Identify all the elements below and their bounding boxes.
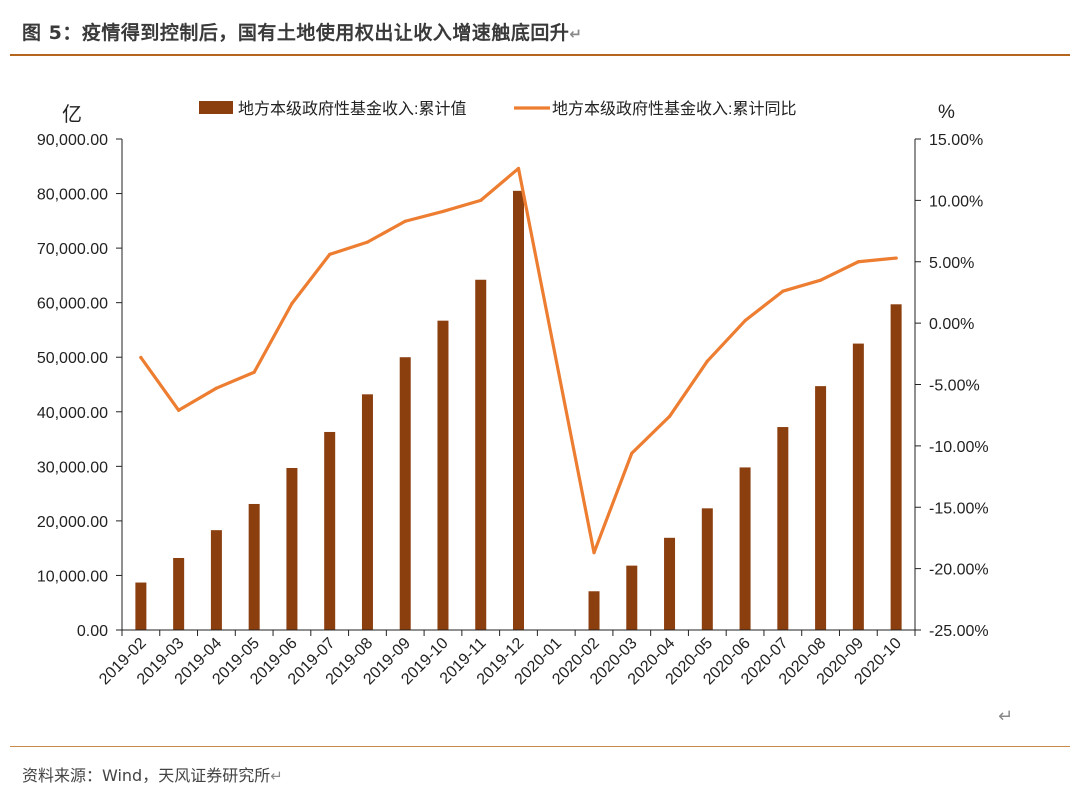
figure-title: 图 5：疫情得到控制后，国有土地使用权出让收入增速触底回升↵ — [22, 22, 583, 44]
bar-2019-02 — [135, 582, 147, 630]
source-rule — [10, 746, 1070, 747]
line-point-2019-08 — [365, 240, 370, 244]
bar-2019-04 — [210, 530, 222, 630]
left-axis-unit: 亿 — [62, 103, 82, 126]
bar-2019-11 — [475, 279, 487, 630]
line-point-2019-09 — [403, 219, 407, 223]
line-point-2020-02 — [592, 551, 596, 555]
line-point-2020-05 — [705, 359, 709, 363]
line-series — [139, 166, 898, 555]
bar-2020-05 — [701, 508, 713, 630]
line-point-2019-12 — [516, 166, 521, 171]
right-tick-label: -5.00% — [929, 378, 980, 395]
bar-2019-08 — [361, 394, 373, 630]
line-point-2019-06 — [290, 301, 294, 306]
bar-2020-07 — [777, 427, 789, 630]
return-mark: ↵ — [998, 706, 1014, 727]
line-point-2020-06 — [743, 319, 747, 323]
bar-2020-06 — [739, 467, 751, 630]
line-point-2019-11 — [479, 198, 483, 202]
left-tick-label: 80,000.00 — [37, 187, 108, 204]
line-point-2020-10 — [894, 256, 898, 260]
right-tick-label: 15.00% — [929, 132, 983, 149]
right-tick-label: 10.00% — [929, 193, 983, 210]
right-tick-label: 5.00% — [929, 255, 974, 272]
line-point-2020-08 — [818, 278, 823, 282]
line-point-2019-02 — [139, 355, 143, 360]
line-point-2020-09 — [856, 260, 860, 264]
right-tick-label: -25.00% — [929, 623, 989, 640]
left-tick-label: 10,000.00 — [37, 568, 108, 585]
bar-2019-06 — [286, 467, 298, 630]
bar-2020-09 — [852, 343, 864, 630]
bar-2020-04 — [664, 537, 676, 630]
legend-line-label: 地方本级政府性基金收入:累计同比 — [552, 100, 796, 118]
right-tick-label: 0.00% — [929, 316, 974, 333]
bar-2019-12 — [513, 190, 524, 631]
title-rule — [10, 54, 1070, 56]
line-point-2019-05 — [252, 370, 256, 374]
bar-2019-05 — [248, 503, 260, 630]
bar-2020-02 — [588, 591, 600, 630]
left-tick-label: 60,000.00 — [37, 296, 108, 313]
line-point-2019-10 — [441, 209, 445, 214]
bar-2019-09 — [399, 357, 411, 630]
line-point-2019-04 — [214, 386, 219, 390]
right-tick-label: -20.00% — [929, 562, 989, 579]
legend-bar-swatch — [199, 101, 233, 114]
right-axis: -25.00% -20.00% -15.00% -10.00% -5.00% 0.00% 5… — [914, 102, 989, 640]
right-tick-label: -15.00% — [929, 500, 989, 517]
left-tick-label: 50,000.00 — [37, 350, 108, 367]
source-note: 资料来源：Wind，天风证券研究所↵ — [22, 766, 283, 785]
legend-bar-label: 地方本级政府性基金收入:累计值 — [238, 100, 466, 118]
x-axis: 2019-022019-032019-042019-052019-062019-… — [96, 629, 916, 688]
left-tick-label: 90,000.00 — [37, 132, 108, 149]
left-axis: 0.00 10,000.00 20,000.00 30,000.00 40,000.00… — [37, 103, 123, 640]
bar-2019-07 — [324, 431, 336, 630]
bar-2020-10 — [890, 304, 902, 630]
right-axis-unit: % — [938, 102, 955, 123]
line-point-2020-03 — [630, 451, 634, 455]
left-tick-label: 40,000.00 — [37, 405, 108, 422]
bar-2019-10 — [437, 320, 449, 630]
bar-2020-08 — [815, 386, 827, 630]
line-point-2019-07 — [328, 252, 332, 256]
bar-2020-03 — [626, 565, 638, 630]
left-tick-label: 30,000.00 — [37, 459, 108, 476]
line-point-2020-04 — [667, 414, 672, 419]
line-point-2019-03 — [177, 408, 181, 412]
left-tick-label: 0.00 — [77, 623, 108, 640]
line-path — [139, 166, 898, 555]
right-tick-label: -10.00% — [929, 439, 989, 456]
left-tick-label: 20,000.00 — [37, 514, 108, 531]
bar-series — [135, 190, 902, 631]
bar-2019-03 — [173, 557, 185, 630]
legend: 地方本级政府性基金收入:累计值 地方本级政府性基金收入:累计同比 — [199, 100, 796, 118]
line-point-2020-07 — [781, 289, 785, 293]
left-tick-label: 70,000.00 — [37, 241, 108, 258]
